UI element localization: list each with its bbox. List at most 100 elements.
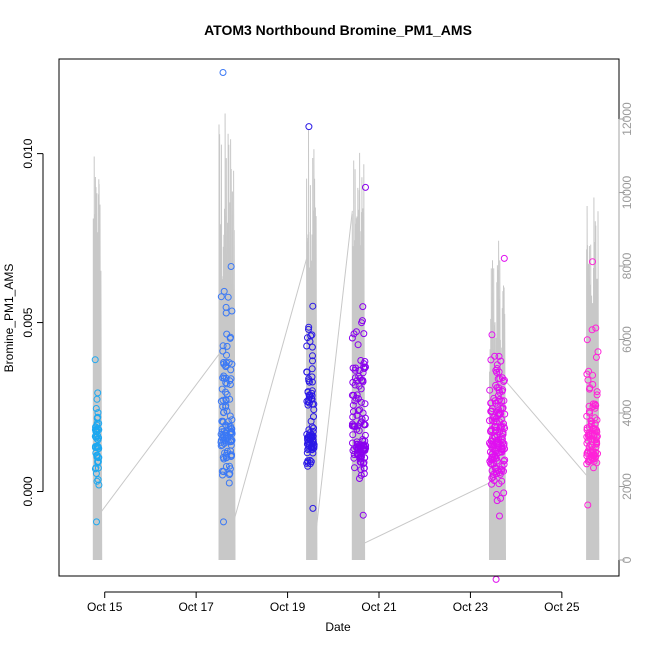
data-point xyxy=(219,347,227,355)
data-point xyxy=(496,441,504,448)
data-point xyxy=(500,378,508,385)
data-point xyxy=(488,480,496,488)
data-point xyxy=(217,293,225,301)
data-point xyxy=(222,397,230,404)
data-point xyxy=(93,414,101,422)
data-point xyxy=(487,399,495,407)
data-point xyxy=(589,400,597,408)
data-point xyxy=(493,457,501,465)
data-point xyxy=(498,477,506,485)
y2-tick-label: 2000 xyxy=(620,473,634,500)
data-point xyxy=(355,382,363,390)
data-point xyxy=(361,358,369,365)
data-point xyxy=(359,436,367,443)
data-point xyxy=(592,353,600,361)
data-point xyxy=(305,123,313,131)
data-point xyxy=(308,331,316,339)
data-point xyxy=(356,366,363,374)
y-tick-label: 0.005 xyxy=(21,307,35,337)
data-point xyxy=(587,456,595,464)
data-point xyxy=(590,432,598,440)
data-point xyxy=(93,421,101,429)
data-point xyxy=(590,464,597,472)
altitude-line xyxy=(586,197,600,561)
data-point xyxy=(227,441,235,449)
data-point xyxy=(496,418,503,426)
y2-tick-label: 0 xyxy=(620,556,634,563)
data-point xyxy=(589,381,597,388)
data-point xyxy=(225,422,233,430)
data-point xyxy=(593,391,601,399)
data-point xyxy=(222,379,230,387)
data-point xyxy=(588,326,596,334)
data-point xyxy=(487,460,495,468)
data-point xyxy=(309,352,316,360)
data-point xyxy=(501,424,509,432)
data-point xyxy=(493,361,501,369)
data-point xyxy=(500,254,508,262)
data-point xyxy=(500,460,508,468)
data-point xyxy=(500,467,507,475)
y2-axis: 0 2000 4000 6000 8000 10000 12000 xyxy=(618,102,634,563)
data-point xyxy=(491,352,499,360)
data-point xyxy=(223,407,231,415)
data-point xyxy=(586,409,594,417)
data-point xyxy=(500,440,508,448)
data-point xyxy=(500,397,508,405)
data-point xyxy=(304,401,312,409)
data-point xyxy=(308,446,316,454)
data-point xyxy=(308,378,316,386)
data-point xyxy=(228,416,236,424)
x-axis: Oct 15 Oct 17 Oct 19 Oct 21 Oct 23 Oct 25 xyxy=(87,591,580,614)
data-point xyxy=(93,518,100,526)
altitude-line xyxy=(306,130,318,561)
data-point xyxy=(358,319,366,327)
data-point xyxy=(309,432,317,440)
data-point xyxy=(486,417,493,425)
data-point xyxy=(586,430,594,438)
data-point xyxy=(305,378,313,386)
data-point xyxy=(95,434,103,442)
data-point xyxy=(226,412,234,420)
data-point xyxy=(585,443,593,451)
data-point xyxy=(217,436,225,444)
data-point xyxy=(222,388,229,396)
y-axis: 0.000 0.005 0.010 xyxy=(21,138,44,507)
data-point xyxy=(220,372,228,380)
y2-tick-label: 8000 xyxy=(620,252,634,279)
altitude-line xyxy=(351,152,366,561)
data-point xyxy=(589,258,596,266)
data-point xyxy=(94,476,102,484)
y2-tick-label: 6000 xyxy=(620,326,634,353)
data-point xyxy=(487,356,495,364)
data-point xyxy=(501,456,509,464)
data-point xyxy=(91,356,99,364)
points-layer xyxy=(91,69,602,583)
data-point xyxy=(310,406,318,414)
data-point xyxy=(497,494,505,502)
data-point xyxy=(217,397,225,405)
data-point xyxy=(492,575,500,583)
data-point xyxy=(500,442,508,450)
altitude-transit-line xyxy=(233,258,308,520)
data-point xyxy=(219,471,226,479)
x-tick-label: Oct 15 xyxy=(87,600,123,614)
data-point xyxy=(588,442,596,450)
data-point xyxy=(354,407,362,415)
data-point xyxy=(493,446,501,454)
data-point xyxy=(589,403,597,411)
altitude-transit-line xyxy=(504,379,587,476)
data-point xyxy=(583,426,591,434)
data-point xyxy=(304,457,312,465)
data-point xyxy=(489,473,497,481)
altitude-transit-line xyxy=(363,482,490,544)
plot-frame xyxy=(58,58,620,577)
data-point xyxy=(497,357,505,365)
data-point xyxy=(488,426,495,434)
data-point xyxy=(95,481,103,489)
x-tick-label: Oct 25 xyxy=(544,600,580,614)
data-point xyxy=(362,183,369,191)
y-tick-label: 0.010 xyxy=(21,138,35,168)
data-point xyxy=(307,332,315,340)
